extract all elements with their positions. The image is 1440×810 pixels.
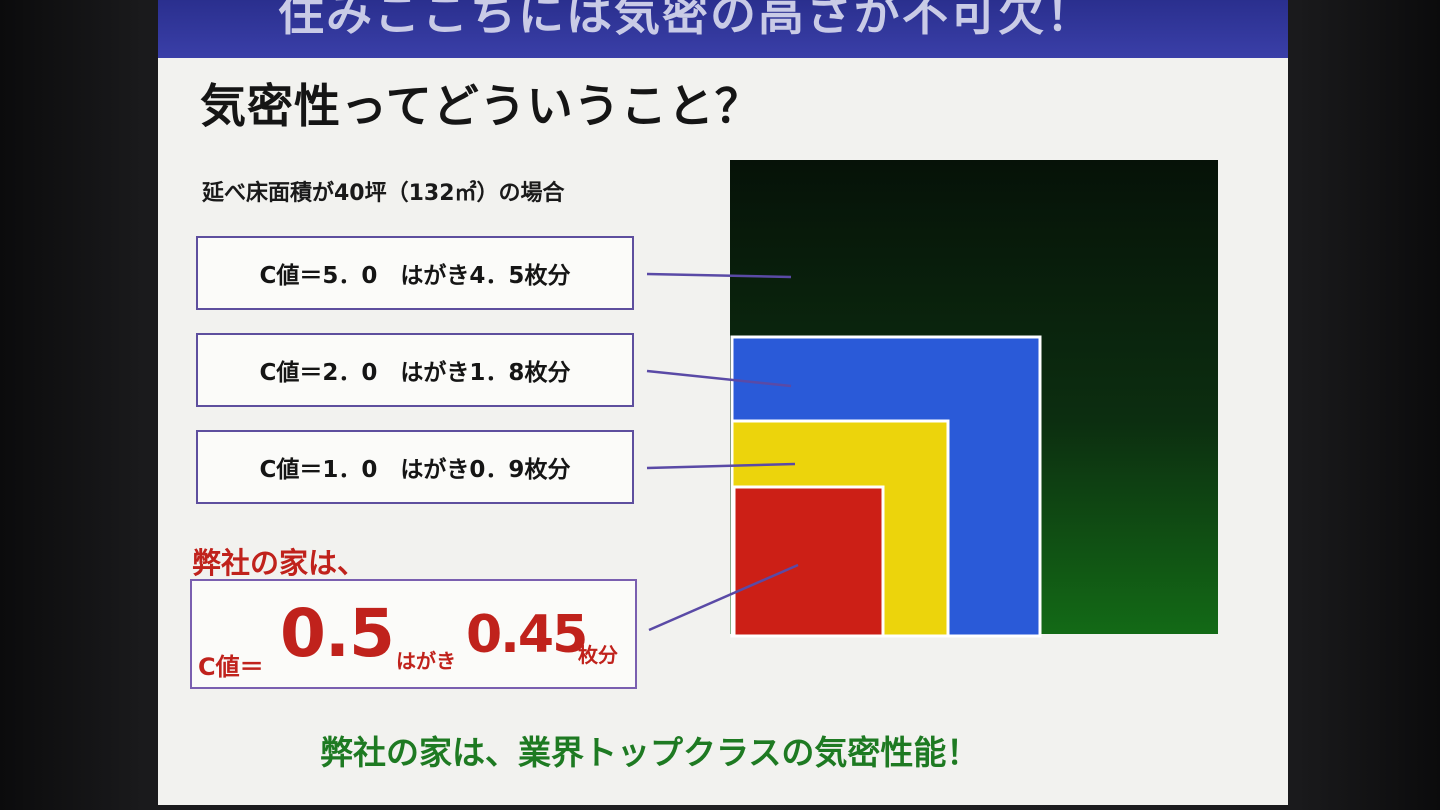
company-c-value-box: C値＝ 0.5 はがき 0.45 枚分	[190, 579, 637, 689]
company-c-value: 0.5	[280, 595, 395, 672]
company-card-value: 0.45	[466, 605, 588, 665]
c-value-box-2: C値＝2．0 はがき1．8枚分	[196, 333, 634, 407]
c-value-box-1: C値＝1．0 はがき0．9枚分	[196, 430, 634, 504]
connector-line-c5	[646, 272, 792, 279]
c-value-box-5: C値＝5．0 はがき4．5枚分	[196, 236, 634, 310]
connector-line-c2	[646, 369, 792, 388]
company-heading: 弊社の家は、	[192, 546, 367, 580]
title-banner: 住みここちには気密の高さが不可欠！	[158, 0, 1288, 58]
slide-screen: 住みここちには気密の高さが不可欠！ 気密性ってどういうこと？ 延べ床面積が40坪…	[158, 0, 1288, 805]
c05-area-square	[732, 485, 885, 638]
leak-area-diagram	[646, 160, 1218, 638]
floor-area-subtitle: 延べ床面積が40坪（132㎡）の場合	[202, 181, 565, 206]
footer-slogan: 弊社の家は、業界トップクラスの気密性能！	[320, 733, 980, 772]
banner-title: 住みここちには気密の高さが不可欠！	[278, 0, 1094, 41]
connector-line-c1	[646, 462, 796, 470]
company-c-label: C値＝	[198, 653, 264, 681]
slide-heading: 気密性ってどういうこと？	[200, 79, 762, 133]
company-card-unit: 枚分	[578, 643, 618, 667]
connector-line-c05	[648, 563, 799, 632]
company-card-label: はがき	[396, 649, 456, 673]
